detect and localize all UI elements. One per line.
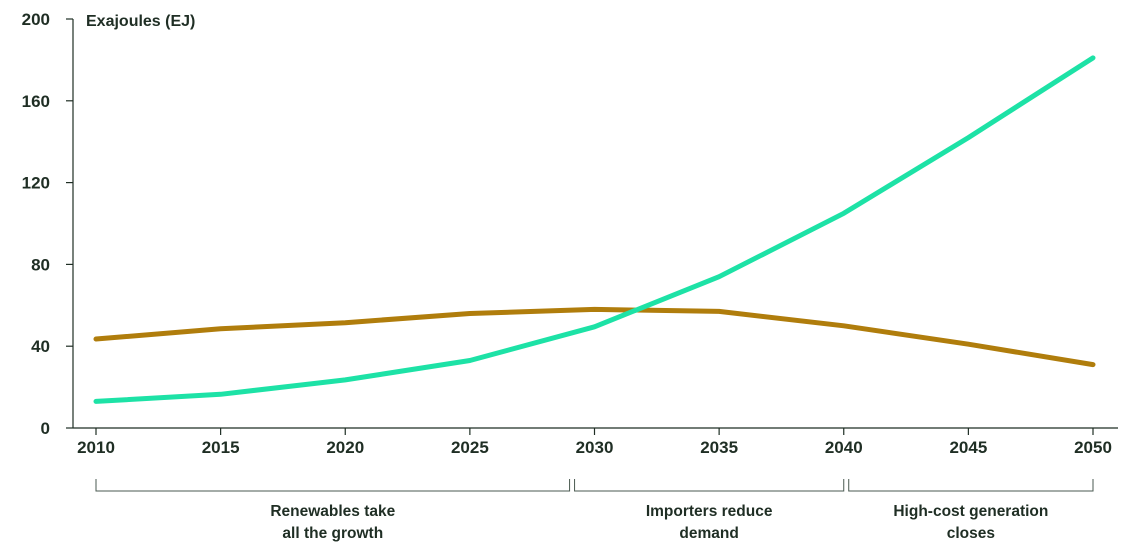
phase-label: Renewables take (270, 503, 395, 520)
y-tick-label: 80 (31, 255, 50, 274)
x-tick-label: 2045 (949, 438, 987, 457)
series-layer (93, 55, 1096, 404)
x-tick-label: 2020 (326, 438, 364, 457)
axes: 0 40 80 120 160 200 Exajoules (EJ) 2010 2015 2020… (22, 10, 1118, 457)
phase-label: Importers reduce (646, 503, 773, 520)
series-line-0 (93, 306, 1096, 368)
x-tick-label: 2025 (451, 438, 489, 457)
phase-bracket-0 (95, 479, 571, 492)
y-tick-label: 0 (41, 419, 50, 438)
phases-layer: Renewables take all the growth Importers r… (95, 479, 1094, 542)
x-tick-label: 2035 (700, 438, 738, 457)
y-axis-unit-label: Exajoules (EJ) (86, 13, 195, 30)
x-tick-label: 2040 (825, 438, 863, 457)
phase-label: High-cost generation (893, 503, 1048, 520)
x-tick-label: 2030 (576, 438, 614, 457)
phase-bracket-1 (574, 479, 845, 492)
x-tick-label: 2010 (77, 438, 115, 457)
phase-label: closes (947, 525, 995, 542)
y-tick-label: 40 (31, 337, 50, 356)
phase-label: demand (679, 525, 738, 542)
series-line-1 (93, 55, 1096, 404)
y-tick-label: 120 (22, 174, 50, 193)
phase-label: all the growth (282, 525, 383, 542)
phase-bracket-2 (848, 479, 1094, 492)
y-tick-label: 200 (22, 10, 50, 29)
x-tick-label: 2050 (1074, 438, 1112, 457)
x-tick-label: 2015 (202, 438, 240, 457)
y-tick-label: 160 (22, 92, 50, 111)
